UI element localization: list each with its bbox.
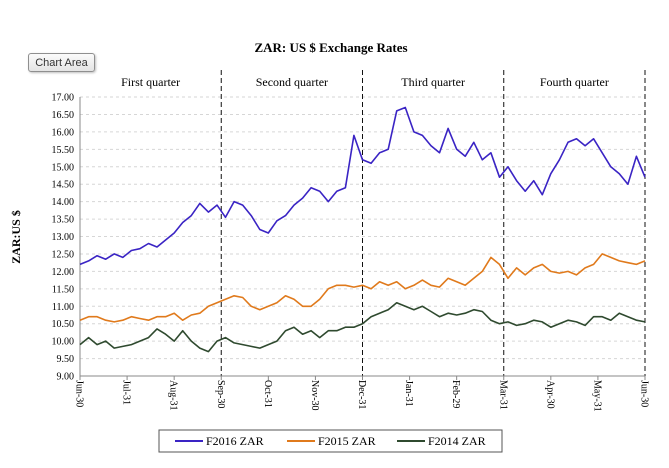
grid-lines — [80, 96, 645, 360]
y-tick-label: 11.50 — [52, 284, 74, 295]
x-tick-label: Jul-31 — [121, 380, 132, 405]
legend-label: F2015 ZAR — [318, 434, 376, 448]
series-lines — [79, 106, 646, 353]
legend-box — [158, 429, 503, 453]
x-tick-label: Mar-31 — [497, 380, 508, 410]
x-tick-label: Oct-31 — [262, 380, 273, 408]
quarter-label: First quarter — [121, 75, 180, 89]
y-tick-labels: 9.00 9.50 10.00 10.50 11.00 11.50 12.00 12.50 13… — [52, 93, 75, 383]
x-tick-label: Feb-29 — [450, 380, 461, 408]
quarter-labels: First quarter Second quarter Third quarter… — [121, 75, 609, 89]
y-tick-label: 13.50 — [52, 215, 75, 226]
y-tick-label: 16.00 — [52, 127, 75, 138]
y-tick-label: 17.00 — [52, 93, 75, 104]
y-tick-label: 13.00 — [52, 232, 75, 243]
quarter-label: Second quarter — [256, 75, 328, 89]
axes — [79, 97, 646, 380]
y-tick-label: 15.50 — [52, 145, 75, 156]
y-tick-label: 16.50 — [52, 110, 75, 121]
series-line-f2014-zar — [79, 301, 646, 353]
y-tick-label: 10.00 — [52, 337, 75, 348]
y-tick-label: 11.00 — [52, 302, 74, 313]
x-tick-label: Apr-30 — [544, 380, 555, 409]
legend: F2016 ZAR F2015 ZAR F2014 ZAR — [158, 429, 503, 453]
y-tick-label: 9.00 — [57, 372, 75, 383]
y-tick-label: 14.50 — [52, 180, 75, 191]
quarter-label: Fourth quarter — [540, 75, 609, 89]
x-tick-label: Jun-30 — [74, 380, 85, 407]
x-tick-label: Sep-30 — [215, 380, 226, 408]
y-tick-label: 9.50 — [57, 354, 75, 365]
y-tick-label: 10.50 — [52, 319, 75, 330]
x-tick-label: Dec-31 — [356, 380, 367, 409]
legend-label: F2014 ZAR — [428, 434, 486, 448]
series-line-f2016-zar — [79, 106, 646, 266]
legend-label: F2016 ZAR — [206, 434, 264, 448]
y-tick-label: 15.00 — [52, 162, 75, 173]
x-tick-label: Aug-31 — [168, 380, 179, 411]
chart-title: ZAR: US $ Exchange Rates — [254, 40, 407, 55]
y-axis-label: ZAR:US $ — [9, 210, 23, 264]
x-tick-labels: Jun-30 Jul-31 Aug-31 Sep-30 Oct-31 Nov-30 Dec-… — [74, 380, 650, 412]
y-tick-label: 12.00 — [52, 267, 75, 278]
quarter-label: Third quarter — [401, 75, 465, 89]
x-tick-label: Jun-30 — [639, 380, 650, 407]
y-tick-label: 14.00 — [52, 197, 75, 208]
y-tick-label: 12.50 — [52, 249, 75, 260]
x-tick-label: Jan-31 — [403, 380, 414, 407]
series-line-f2015-zar — [79, 253, 646, 323]
x-tick-label: Nov-30 — [309, 380, 320, 411]
quarter-dividers — [220, 70, 646, 376]
chart-area-tooltip: Chart Area — [28, 53, 95, 72]
x-tick-label: May-31 — [591, 380, 602, 412]
